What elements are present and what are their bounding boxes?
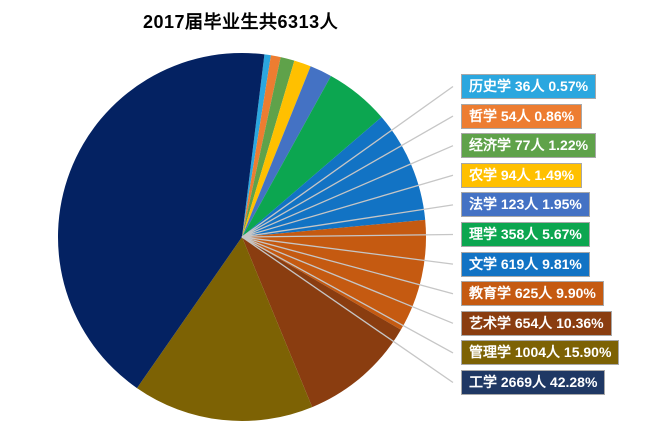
leader-line-6 [241,233,454,238]
pie-slice-3 [242,57,295,238]
leader-line-10 [241,236,454,354]
pie-slice-4 [242,60,311,237]
leader-line-5 [241,204,454,238]
leader-line-7 [241,236,454,265]
leader-line-2 [241,115,454,238]
pie-slice-7 [242,117,426,237]
leader-line-8 [241,236,454,295]
chart-title: 2017届毕业生共6313人 [143,12,339,32]
pie-slice-9 [242,237,401,408]
pie-slice-11 [57,52,265,389]
leader-line-4 [241,174,454,238]
pie-slice-2 [242,55,281,237]
pie-slice-5 [242,66,331,237]
leader-line-11 [241,236,454,384]
pie-slice-10 [136,237,313,421]
leader-line-3 [241,145,454,238]
leader-line-1 [241,85,454,238]
pie-slice-1 [242,54,271,238]
leader-line-9 [241,236,454,324]
pie-slice-6 [242,75,382,237]
